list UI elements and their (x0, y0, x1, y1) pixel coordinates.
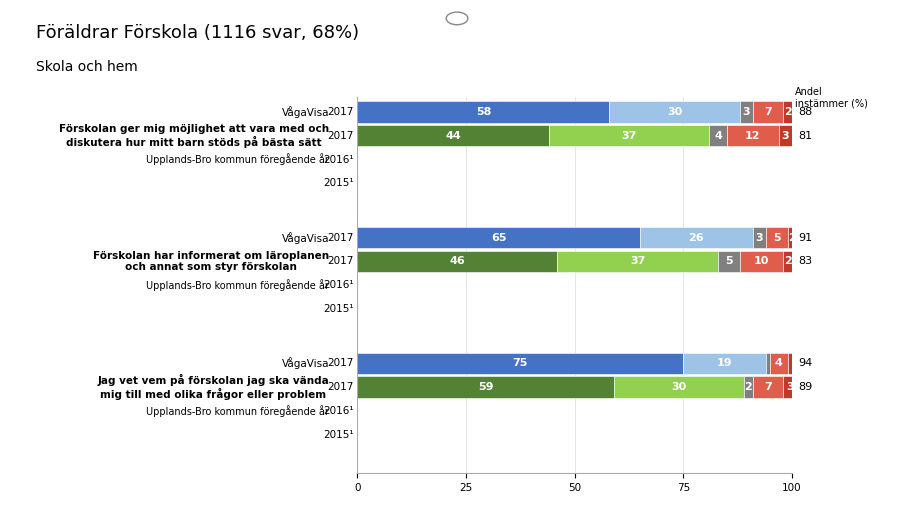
Bar (710, 125, 727, 146)
Text: VågaVisa: VågaVisa (281, 358, 329, 369)
Text: 2015¹: 2015¹ (323, 430, 354, 440)
Bar (783, 250, 792, 272)
Text: 2017: 2017 (328, 382, 354, 392)
Text: 91: 91 (798, 232, 813, 242)
Text: 30: 30 (667, 107, 682, 117)
Bar (787, 352, 792, 375)
Bar (718, 250, 739, 272)
Text: 2017: 2017 (328, 358, 354, 369)
Bar (357, 377, 614, 398)
Text: 37: 37 (630, 257, 645, 267)
Bar (766, 352, 770, 375)
Bar (753, 101, 783, 123)
Bar (609, 101, 739, 123)
Text: 2016¹: 2016¹ (323, 406, 354, 416)
Text: 89: 89 (798, 382, 813, 392)
Text: Föräldrar Förskola (1116 svar, 68%): Föräldrar Förskola (1116 svar, 68%) (36, 24, 359, 42)
Text: Upplands-Bro kommun föregående år: Upplands-Bro kommun föregående år (147, 154, 329, 166)
Bar (548, 125, 710, 146)
Text: 44: 44 (445, 130, 461, 140)
Text: 30: 30 (672, 382, 687, 392)
Bar (766, 227, 787, 248)
Text: 88: 88 (798, 107, 813, 117)
Bar (739, 250, 783, 272)
Bar (787, 227, 796, 248)
Text: 2: 2 (745, 382, 752, 392)
Bar (753, 227, 766, 248)
Bar (557, 250, 718, 272)
Text: 19: 19 (717, 358, 732, 369)
Bar (357, 352, 683, 375)
Bar (357, 250, 557, 272)
Text: Skola och hem: Skola och hem (36, 60, 138, 75)
Bar (357, 125, 548, 146)
Text: 2017: 2017 (328, 232, 354, 242)
Text: 94: 94 (798, 358, 813, 369)
Text: VågaVisa: VågaVisa (281, 231, 329, 244)
Text: 2017: 2017 (328, 107, 354, 117)
Text: 12: 12 (745, 130, 760, 140)
Text: 59: 59 (478, 382, 493, 392)
Bar (779, 125, 792, 146)
Bar (783, 377, 796, 398)
Text: Förskolan ger mig möjlighet att vara med och
diskutera hur mitt barn stöds på bä: Förskolan ger mig möjlighet att vara med… (59, 124, 329, 148)
Bar (727, 125, 779, 146)
Bar (614, 377, 744, 398)
Text: 2017: 2017 (328, 130, 354, 140)
Text: 2016¹: 2016¹ (323, 280, 354, 290)
Text: 3: 3 (782, 130, 789, 140)
Bar (770, 352, 787, 375)
Text: 4: 4 (775, 358, 783, 369)
Bar (357, 101, 609, 123)
Text: 7: 7 (764, 107, 772, 117)
Text: Jag vet vem på förskolan jag ska vända
mig till med olika frågor eller problem: Jag vet vem på förskolan jag ska vända m… (98, 374, 329, 400)
Text: VågaVisa: VågaVisa (281, 106, 329, 118)
Text: 3: 3 (786, 382, 794, 392)
Text: 2: 2 (784, 257, 791, 267)
Bar (357, 227, 640, 248)
Text: 10: 10 (754, 257, 769, 267)
Text: Förskolan har informerat om läroplanen
och annat som styr förskolan: Förskolan har informerat om läroplanen o… (93, 251, 329, 272)
Bar (640, 227, 753, 248)
Text: 37: 37 (622, 130, 636, 140)
Text: 58: 58 (476, 107, 491, 117)
Bar (753, 377, 783, 398)
Text: Upplands-Bro kommun föregående år: Upplands-Bro kommun föregående år (147, 279, 329, 291)
Text: 83: 83 (798, 257, 813, 267)
Text: 2015¹: 2015¹ (323, 178, 354, 188)
Text: 5: 5 (773, 232, 780, 242)
Text: 65: 65 (491, 232, 507, 242)
Bar (683, 352, 766, 375)
Text: 5: 5 (725, 257, 733, 267)
Text: 26: 26 (689, 232, 704, 242)
Text: 81: 81 (798, 130, 813, 140)
Text: 75: 75 (513, 358, 528, 369)
Text: 2015¹: 2015¹ (323, 304, 354, 314)
Bar (744, 377, 753, 398)
Bar (739, 101, 753, 123)
Text: 3: 3 (756, 232, 763, 242)
Text: 3: 3 (742, 107, 750, 117)
Text: Upplands-Bro kommun föregående år: Upplands-Bro kommun föregående år (147, 405, 329, 417)
Text: 2: 2 (784, 107, 791, 117)
Text: Andel
instämmer (%): Andel instämmer (%) (795, 87, 868, 108)
Text: 7: 7 (764, 382, 772, 392)
Text: 46: 46 (450, 257, 465, 267)
Text: 2016¹: 2016¹ (323, 155, 354, 165)
Bar (783, 101, 792, 123)
Text: 4: 4 (714, 130, 722, 140)
Text: 2017: 2017 (328, 257, 354, 267)
Text: 2: 2 (788, 232, 795, 242)
